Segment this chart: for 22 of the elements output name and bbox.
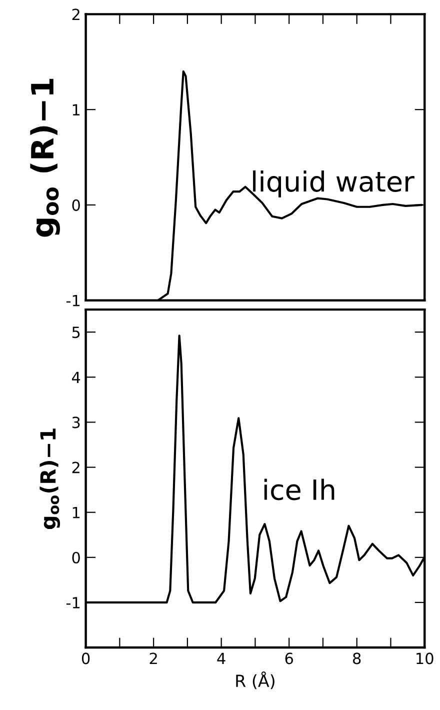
- y-tick-label: 0: [72, 199, 80, 211]
- y-tick-label: 1: [72, 104, 80, 116]
- x-tick-label: 8: [353, 652, 361, 664]
- y-axis-title: g$_{oo}$ (R)−1: [30, 78, 60, 237]
- x-tick-label: 0: [82, 652, 90, 664]
- y-tick-label: 0: [72, 552, 80, 564]
- y-tick-label: -1: [66, 597, 80, 608]
- x-tick-label: 4: [217, 652, 226, 664]
- y-axis-title: g$_{oo}$(R)−1: [40, 428, 60, 530]
- y-tick-label: 2: [72, 462, 80, 474]
- y-tick-label: 3: [72, 416, 80, 428]
- y-tick-label: 1: [72, 507, 80, 518]
- x-tick-label: 2: [150, 652, 157, 664]
- y-tick-label: -1: [66, 294, 80, 306]
- x-tick-label: 6: [285, 652, 293, 664]
- y-tick-label: 4: [72, 372, 80, 383]
- annotation: ice Ih: [264, 478, 334, 500]
- y-tick-label: 5: [72, 326, 80, 338]
- x-tick-label: 10: [416, 652, 434, 664]
- y-tick-label: 2: [72, 8, 80, 20]
- annotation: liquid water: [253, 170, 414, 198]
- x-axis-title: R (Å): [236, 671, 274, 690]
